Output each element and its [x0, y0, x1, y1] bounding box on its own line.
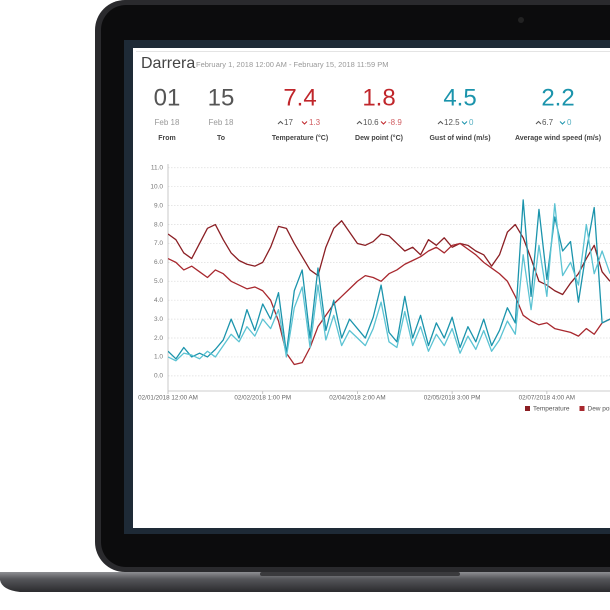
y-tick-label: 1.0 — [154, 354, 163, 361]
y-tick-label: 8.0 — [154, 221, 163, 228]
down-arrow — [301, 121, 308, 125]
window-border — [136, 51, 610, 52]
y-tick-label: 2.0 — [154, 335, 163, 342]
stat-value: 2.2 — [541, 84, 574, 111]
stat-label: From — [158, 135, 176, 142]
stat-min: 0 — [469, 118, 474, 127]
stat-label: Temperature (°C) — [272, 134, 328, 142]
stat-value: 4.5 — [443, 84, 476, 111]
y-tick-label: 4.0 — [154, 297, 163, 304]
chart: 0.0 1.0 2.0 3.0 4.0 5.0 6.0 7.0 8.0 9.0 10.0 11.0 02… — [138, 164, 610, 413]
up-arrow — [356, 120, 363, 125]
date-range: February 1, 2018 12:00 AM - February 15,… — [196, 60, 388, 69]
down-arrow — [461, 121, 468, 125]
stat-min: 1.3 — [309, 118, 321, 127]
y-tick-label: 9.0 — [154, 202, 163, 209]
stat-max: 12.5 — [444, 118, 460, 127]
legend-label: Temperature — [533, 406, 570, 413]
x-tick-label: 02/02/2018 1:00 PM — [234, 395, 291, 402]
up-arrow — [437, 120, 444, 125]
y-tick-label: 0.0 — [154, 373, 163, 380]
y-tick-label: 7.0 — [154, 240, 163, 247]
y-tick-label: 11.0 — [151, 165, 164, 172]
stats-row: 01 Feb 18 From 15 Feb 18 To 7.4 17 1.3 Temperatur… — [154, 84, 601, 142]
stat-max: 17 — [284, 118, 293, 127]
laptop-base — [0, 572, 610, 592]
laptop-notch — [260, 572, 460, 576]
series-line — [168, 199, 610, 360]
down-arrow — [559, 121, 566, 125]
up-arrow — [535, 120, 542, 125]
down-arrow — [380, 121, 387, 125]
stat-value: 1.8 — [362, 84, 395, 111]
page-title: Darrera — [141, 55, 195, 72]
stat-min: 0 — [567, 118, 572, 127]
stat-value: 7.4 — [283, 84, 316, 111]
x-tick-label: 02/05/2018 3:00 PM — [424, 395, 481, 402]
legend-swatch — [525, 406, 530, 411]
series-line — [168, 220, 610, 296]
stat-value: 01 — [154, 84, 181, 111]
series-line — [168, 242, 610, 366]
y-tick-label: 5.0 — [154, 278, 163, 285]
y-tick-label: 10.0 — [150, 183, 163, 190]
up-arrow — [277, 120, 284, 125]
stat-value: 15 — [208, 84, 235, 111]
stat-sub: Feb 18 — [209, 118, 234, 127]
stat-label: To — [217, 135, 225, 142]
x-tick-label: 02/07/2018 4:00 AM — [519, 395, 575, 402]
series-line — [168, 203, 610, 362]
camera — [518, 17, 524, 23]
stat-label: Dew point (°C) — [355, 134, 403, 142]
x-tick-label: 02/04/2018 2:00 AM — [329, 395, 385, 402]
stat-max: 10.6 — [363, 118, 379, 127]
stat-min: -8.9 — [388, 118, 402, 127]
stat-max: 6.7 — [542, 118, 554, 127]
y-tick-label: 6.0 — [154, 259, 163, 266]
y-tick-label: 3.0 — [154, 316, 163, 323]
stat-sub: Feb 18 — [155, 118, 180, 127]
legend-swatch — [579, 406, 585, 411]
legend-label: Dew point — [588, 406, 610, 413]
x-tick-label: 02/01/2018 12:00 AM — [138, 395, 198, 402]
stat-label: Average wind speed (m/s) — [515, 135, 601, 142]
stat-label: Gust of wind (m/s) — [429, 135, 490, 142]
